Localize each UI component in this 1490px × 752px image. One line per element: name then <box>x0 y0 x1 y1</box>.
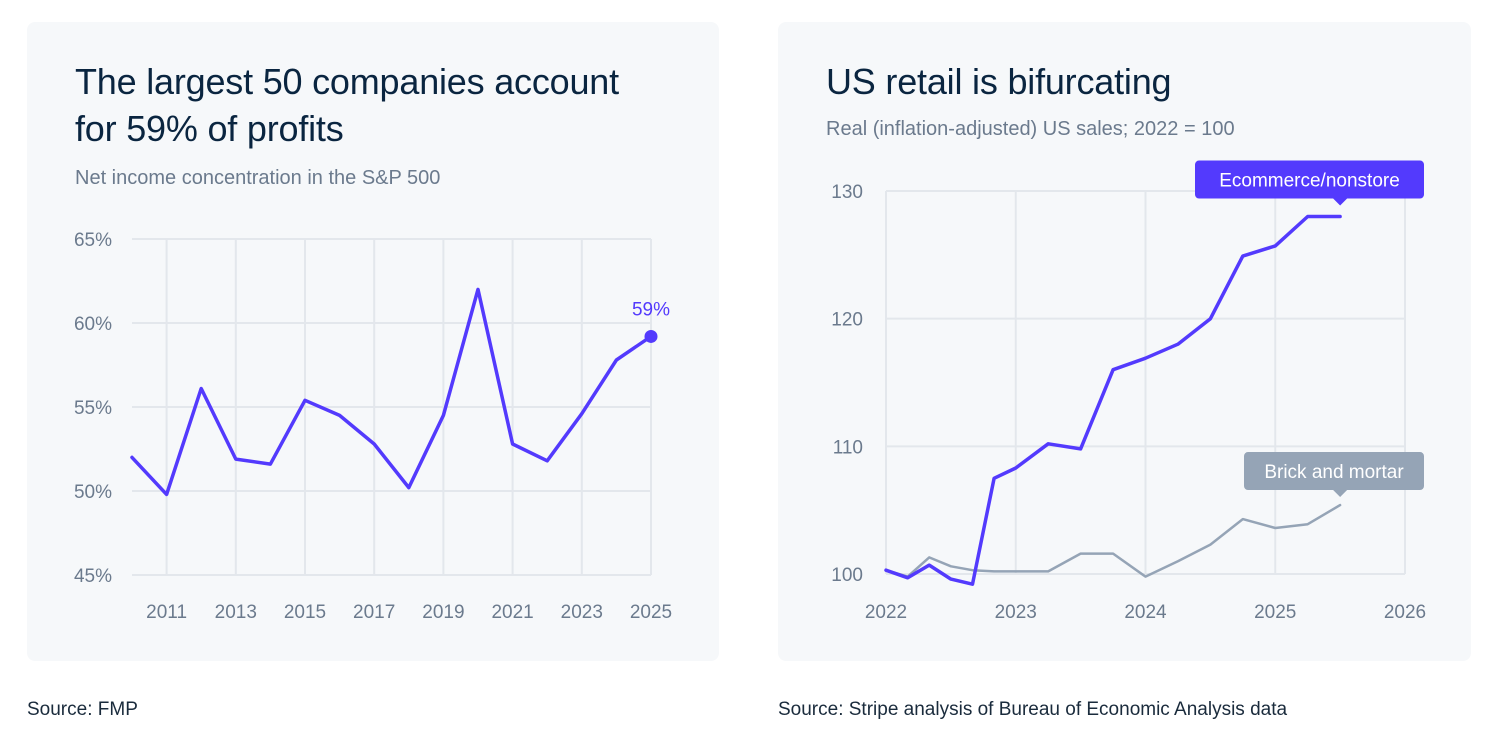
x-tick-label: 2023 <box>561 602 603 623</box>
left-line-chart: 45% 50% 55% 60% 65% 2011 2013 2015 2017 2019 2021 2… <box>74 230 672 623</box>
y-tick-label: 100 <box>831 565 863 586</box>
legend-label-text: Brick and mortar <box>1264 462 1404 483</box>
x-tick-label: 2021 <box>491 602 533 623</box>
legend-label-text: Ecommerce/nonstore <box>1219 171 1400 192</box>
left-chart-card: The largest 50 companies account for 59%… <box>27 22 719 661</box>
legend-label-pointer <box>1333 198 1348 206</box>
y-tick-label: 45% <box>74 566 112 587</box>
right-source-note: Source: Stripe analysis of Bureau of Eco… <box>778 699 1288 720</box>
y-tick-label: 55% <box>74 398 112 419</box>
ecommerce-nonstore-line <box>884 214 1342 586</box>
brick-and-mortar-line <box>884 503 1342 578</box>
brick-and-mortar-legend-label: Brick and mortar <box>1244 452 1424 498</box>
x-tick-label: 2022 <box>865 602 907 623</box>
left-chart-subtitle: Net income concentration in the S&P 500 <box>75 167 441 189</box>
x-tick-label: 2025 <box>630 602 672 623</box>
y-tick-label: 50% <box>74 482 112 503</box>
ecommerce-legend-label: Ecommerce/nonstore <box>1195 160 1424 206</box>
y-tick-label: 60% <box>74 314 112 335</box>
end-point-marker <box>644 329 658 343</box>
x-tick-label: 2025 <box>1254 602 1296 623</box>
right-chart-title: US retail is bifurcating <box>826 61 1172 102</box>
left-chart-title: The largest 50 companies account for 59%… <box>75 61 619 149</box>
x-tick-label: 2023 <box>995 602 1037 623</box>
right-line-chart: 100 110 120 130 2022 2023 2024 2025 2026 Ecommerc… <box>831 160 1426 623</box>
net-income-concentration-line <box>130 287 653 497</box>
x-tick-label: 2026 <box>1384 602 1426 623</box>
end-value-label: 59% <box>632 299 670 320</box>
right-chart-card: US retail is bifurcating Real (inflation… <box>778 22 1471 661</box>
x-tick-label: 2013 <box>215 602 257 623</box>
x-tick-label: 2024 <box>1124 602 1167 623</box>
x-tick-label: 2011 <box>146 602 187 623</box>
legend-label-box <box>1244 452 1424 491</box>
y-tick-label: 130 <box>831 182 863 203</box>
y-tick-label: 120 <box>831 310 863 331</box>
legend-label-box <box>1195 160 1424 199</box>
x-tick-label: 2015 <box>284 602 326 623</box>
left-source-note: Source: FMP <box>27 699 138 720</box>
x-tick-label: 2019 <box>422 602 464 623</box>
x-tick-label: 2017 <box>353 602 395 623</box>
y-tick-label: 110 <box>833 437 863 458</box>
right-chart-subtitle: Real (inflation-adjusted) US sales; 2022… <box>826 118 1235 140</box>
legend-label-pointer <box>1333 490 1348 498</box>
y-tick-label: 65% <box>74 230 112 251</box>
